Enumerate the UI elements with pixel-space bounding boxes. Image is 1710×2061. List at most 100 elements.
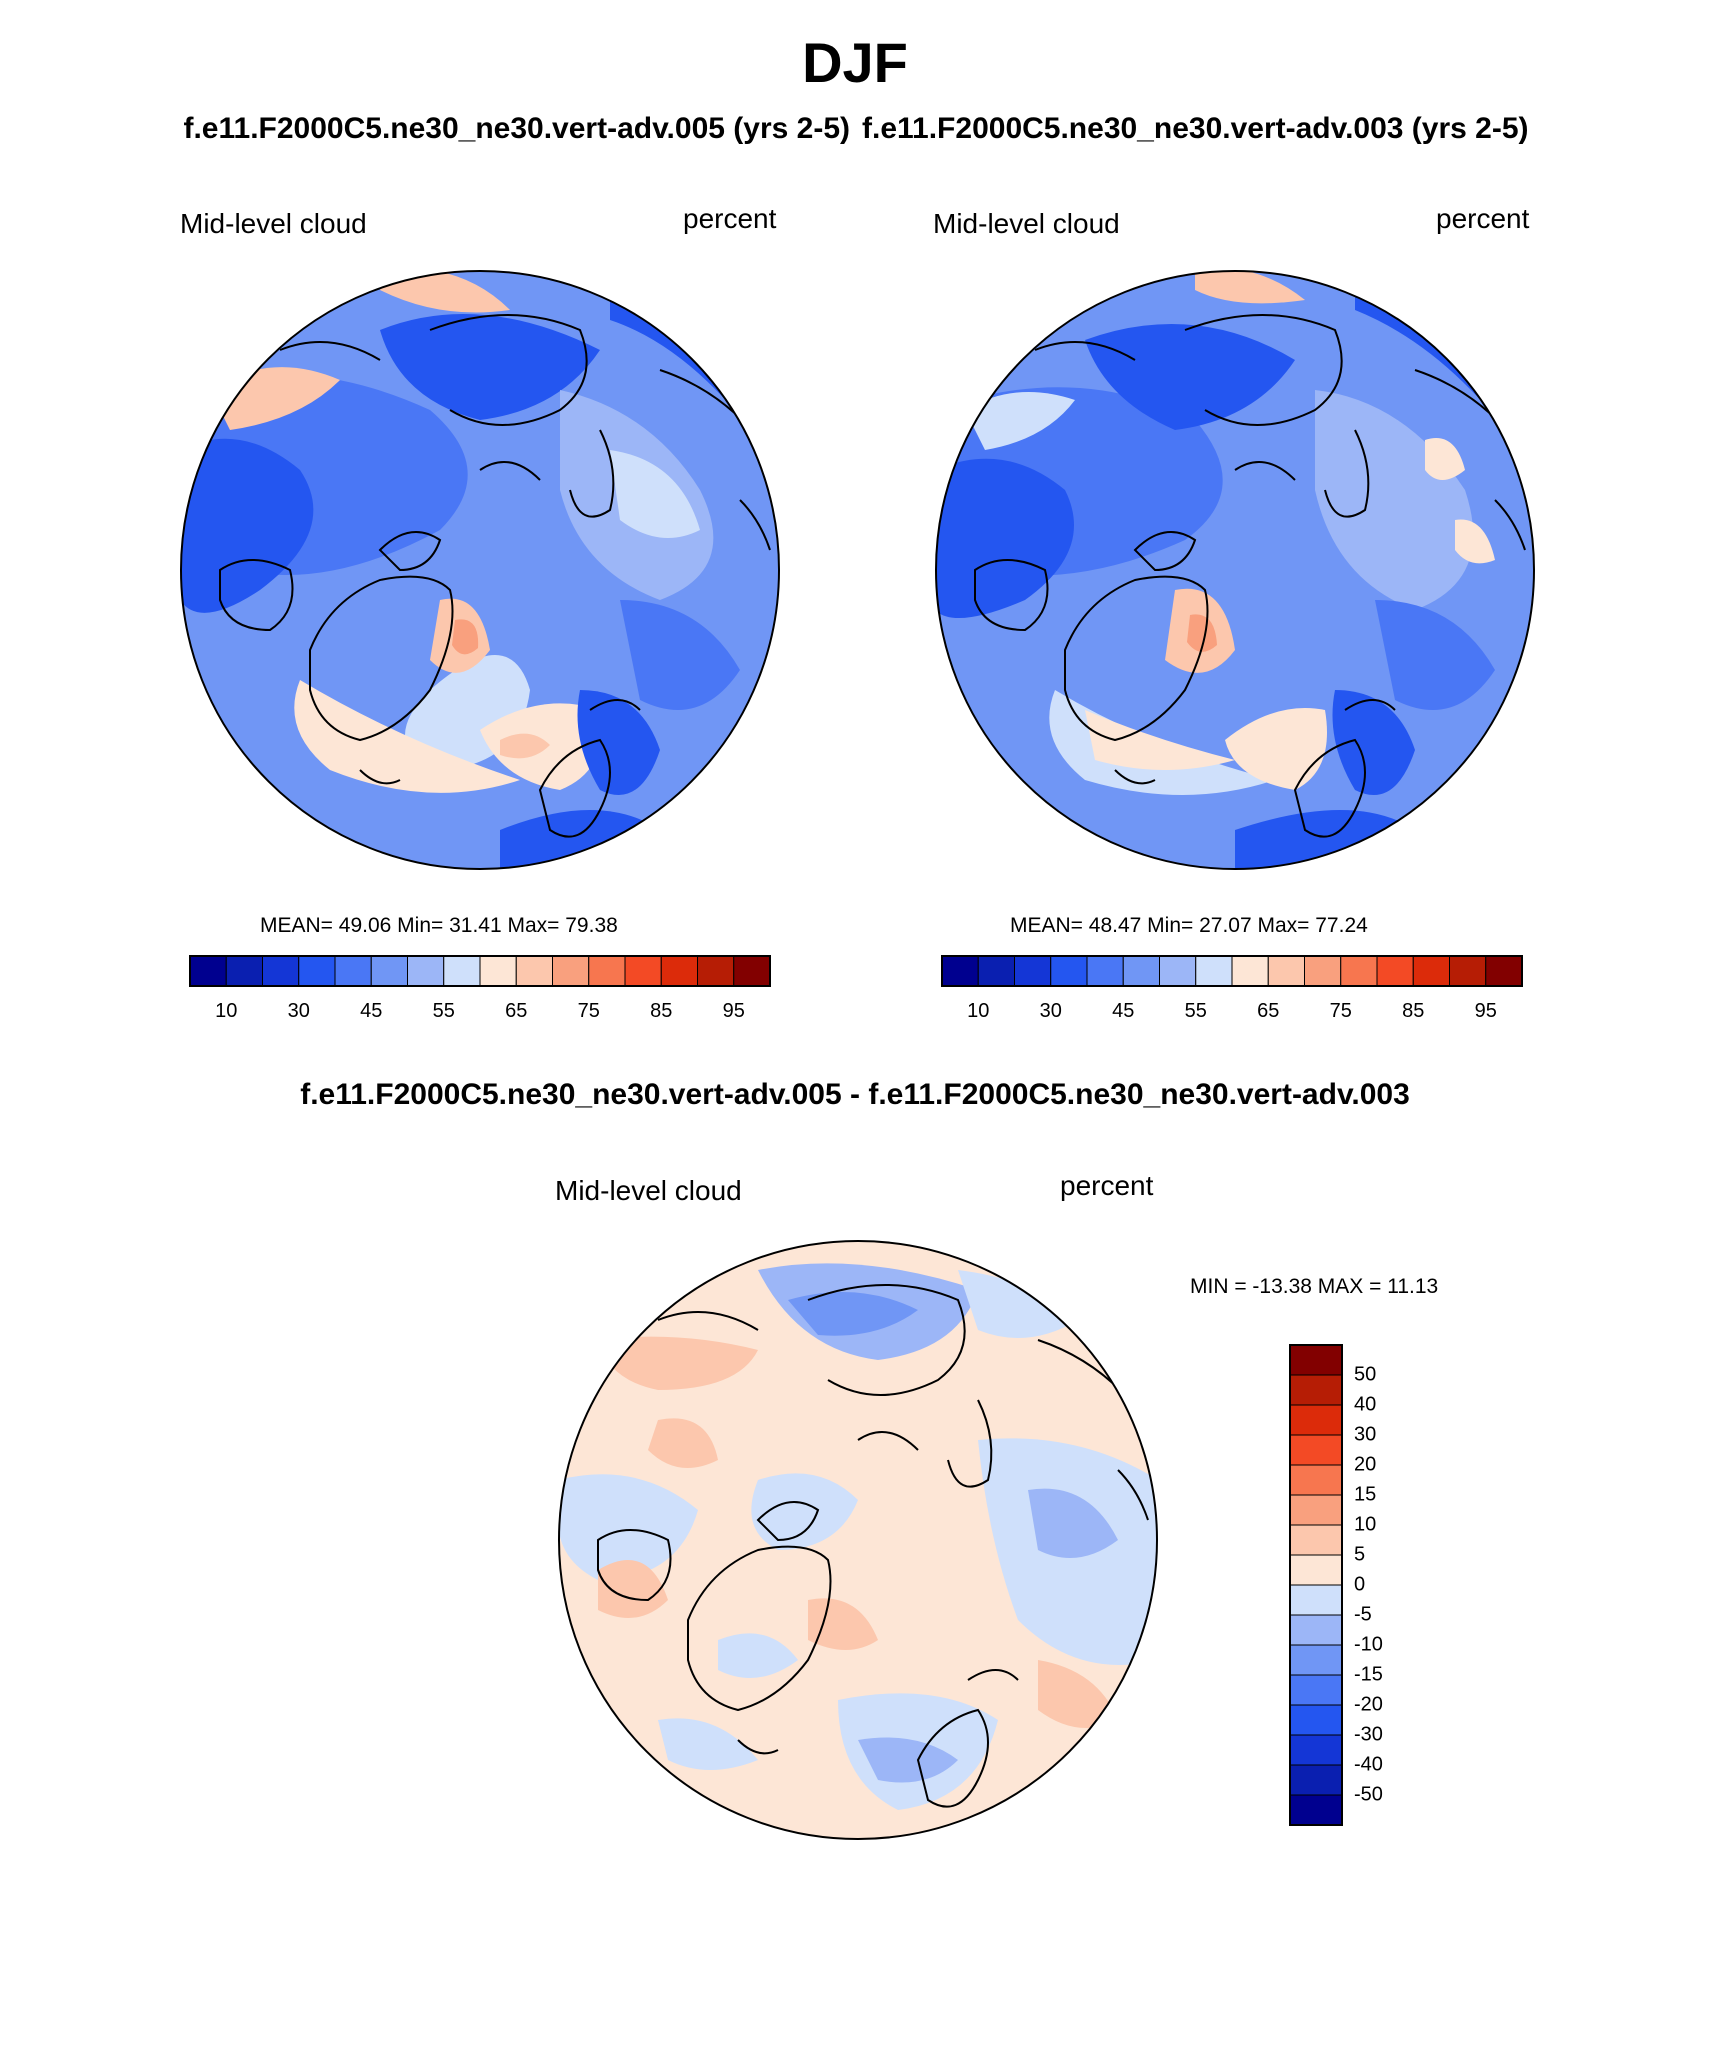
panel2-colorbar-box xyxy=(1159,955,1197,987)
panel1-colorbar-box xyxy=(262,955,300,987)
difference-colorbar-box xyxy=(1289,1434,1343,1466)
difference-colorbar-tick-label: -5 xyxy=(1354,1603,1372,1626)
case-title-right: f.e11.F2000C5.ne30_ne30.vert-adv.003 (yr… xyxy=(862,112,1529,145)
difference-colorbar-tick-label: 15 xyxy=(1354,1483,1377,1506)
case-title-left: f.e11.F2000C5.ne30_ne30.vert-adv.005 (yr… xyxy=(183,112,850,145)
panel1-colorbar-box xyxy=(225,955,263,987)
panel2-colorbar-box xyxy=(1376,955,1414,987)
figure-title: DJF xyxy=(802,31,908,94)
difference-colorbar-tick-label: 40 xyxy=(1354,1393,1377,1416)
panel2-colorbar-tick-label: 65 xyxy=(1257,1000,1280,1022)
difference-colorbar-box xyxy=(1289,1614,1343,1646)
panel2-colorbar-box xyxy=(1014,955,1052,987)
panel1-variable-label: Mid-level cloud xyxy=(180,208,367,239)
difference-colorbar-tick-label: 50 xyxy=(1354,1363,1377,1386)
panel2-colorbar-box xyxy=(1449,955,1487,987)
panel1-colorbar-outline xyxy=(189,955,771,987)
difference-title: f.e11.F2000C5.ne30_ne30.vert-adv.005 - f… xyxy=(300,1078,1410,1111)
difference-colorbar-box xyxy=(1289,1794,1343,1826)
panel2-colorbar-tick-label: 85 xyxy=(1402,1000,1425,1022)
panel1-colorbar-tick-label: 75 xyxy=(577,1000,600,1022)
difference-colorbar xyxy=(1289,1344,1343,1826)
panel2-colorbar-tick-label: 75 xyxy=(1329,1000,1352,1022)
panel1-colorbar-box xyxy=(733,955,771,987)
difference-polar-map xyxy=(558,1240,1158,1840)
difference-colorbar-tick-label: 20 xyxy=(1354,1453,1377,1476)
difference-colorbar-box xyxy=(1289,1674,1343,1706)
difference-colorbar-outline xyxy=(1289,1344,1343,1826)
difference-colorbar-tick-label: -30 xyxy=(1354,1723,1383,1746)
panel1-colorbar-tick-label: 30 xyxy=(287,1000,310,1022)
difference-colorbar-box xyxy=(1289,1464,1343,1496)
panel2-colorbar-box xyxy=(1050,955,1088,987)
panel2-colorbar-box xyxy=(1231,955,1269,987)
panel2-colorbar-box xyxy=(1412,955,1450,987)
panel1-units-label: percent xyxy=(683,203,777,234)
panel2-stats: MEAN= 48.47 Min= 27.07 Max= 77.24 xyxy=(1010,914,1368,937)
difference-colorbar-tick-label: 0 xyxy=(1354,1573,1366,1596)
difference-colorbar-box xyxy=(1289,1584,1343,1616)
panel2-colorbar xyxy=(941,955,1523,987)
panel2-colorbar-box xyxy=(941,955,979,987)
difference-colorbar-box xyxy=(1289,1554,1343,1586)
difference-colorbar-tick-label: -40 xyxy=(1354,1753,1383,1776)
panel1-colorbar-box xyxy=(370,955,408,987)
panel2-colorbar-box xyxy=(1195,955,1233,987)
difference-colorbar-tick-label: -10 xyxy=(1354,1633,1383,1656)
panel2-colorbar-box xyxy=(1304,955,1342,987)
panel1-colorbar-box xyxy=(515,955,553,987)
panel2-colorbar-box xyxy=(1267,955,1305,987)
panel2-variable-label: Mid-level cloud xyxy=(933,208,1120,239)
panel1-colorbar-box xyxy=(660,955,698,987)
panel1-colorbar xyxy=(189,955,771,987)
panel1-colorbar-box xyxy=(552,955,590,987)
difference-colorbar-tick-label: -15 xyxy=(1354,1663,1383,1686)
panel1-colorbar-box xyxy=(407,955,445,987)
difference-colorbar-tick-label: 10 xyxy=(1354,1513,1377,1536)
panel2-colorbar-box xyxy=(977,955,1015,987)
panel2-colorbar-tick-label: 95 xyxy=(1474,1000,1497,1022)
difference-colorbar-box xyxy=(1289,1494,1343,1526)
panel1-colorbar-box xyxy=(298,955,336,987)
panel2-polar-map xyxy=(935,270,1535,870)
panel1-colorbar-tick-label: 10 xyxy=(215,1000,238,1022)
panel1-colorbar-box xyxy=(624,955,662,987)
difference-colorbar-box xyxy=(1289,1764,1343,1796)
difference-stats: MIN = -13.38 MAX = 11.13 xyxy=(1190,1275,1439,1298)
panel1-stats: MEAN= 49.06 Min= 31.41 Max= 79.38 xyxy=(260,914,618,937)
panel1-colorbar-tick-label: 55 xyxy=(432,1000,455,1022)
panel1-colorbar-tick-label: 45 xyxy=(360,1000,383,1022)
difference-colorbar-tick-label: 5 xyxy=(1354,1543,1366,1566)
panel2-colorbar-tick-label: 10 xyxy=(967,1000,990,1022)
panel2-units-label: percent xyxy=(1436,203,1530,234)
panel2-colorbar-box xyxy=(1122,955,1160,987)
panel1-colorbar-box xyxy=(697,955,735,987)
difference-variable-label: Mid-level cloud xyxy=(555,1175,742,1206)
panel1-colorbar-box xyxy=(334,955,372,987)
panel1-colorbar-box xyxy=(479,955,517,987)
panel1-colorbar-box xyxy=(189,955,227,987)
panel1-polar-map xyxy=(180,270,780,870)
panel1-colorbar-tick-label: 65 xyxy=(505,1000,528,1022)
panel2-colorbar-tick-label: 45 xyxy=(1112,1000,1135,1022)
panel1-colorbar-tick-label: 95 xyxy=(722,1000,745,1022)
difference-colorbar-tick-label: -20 xyxy=(1354,1693,1383,1716)
difference-colorbar-box xyxy=(1289,1404,1343,1436)
panel2-colorbar-tick-label: 30 xyxy=(1039,1000,1062,1022)
difference-colorbar-box xyxy=(1289,1374,1343,1406)
difference-units-label: percent xyxy=(1060,1170,1154,1201)
difference-colorbar-box xyxy=(1289,1734,1343,1766)
difference-colorbar-box xyxy=(1289,1344,1343,1376)
difference-colorbar-tick-label: 30 xyxy=(1354,1423,1377,1446)
panel2-colorbar-box xyxy=(1086,955,1124,987)
panel2-colorbar-box xyxy=(1485,955,1523,987)
panel2-colorbar-outline xyxy=(941,955,1523,987)
difference-colorbar-box xyxy=(1289,1704,1343,1736)
difference-colorbar-box xyxy=(1289,1524,1343,1556)
panel1-colorbar-box xyxy=(588,955,626,987)
panel2-colorbar-tick-label: 55 xyxy=(1184,1000,1207,1022)
panel1-colorbar-tick-label: 85 xyxy=(650,1000,673,1022)
difference-colorbar-tick-label: -50 xyxy=(1354,1783,1383,1806)
panel2-colorbar-box xyxy=(1340,955,1378,987)
panel1-colorbar-box xyxy=(443,955,481,987)
